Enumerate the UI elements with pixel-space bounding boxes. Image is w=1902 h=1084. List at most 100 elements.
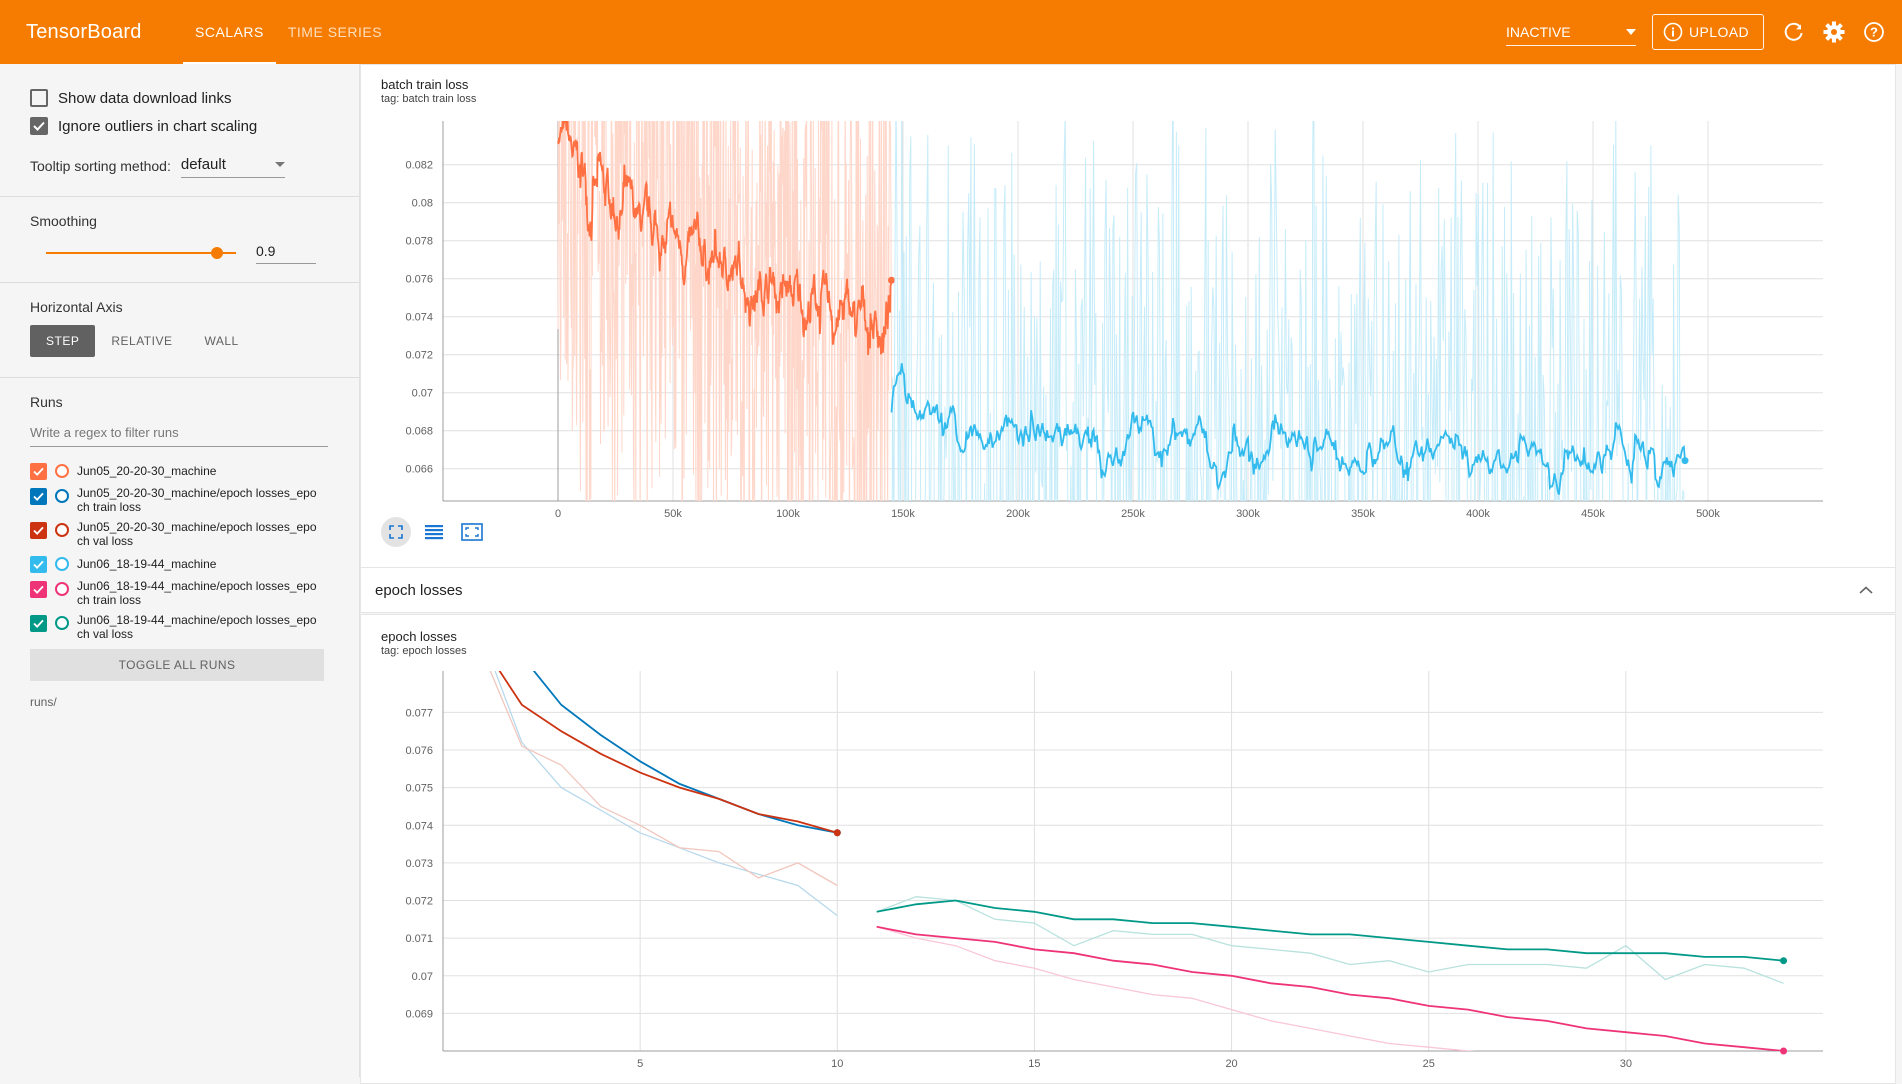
axis-wall-button[interactable]: WALL — [204, 334, 239, 348]
x-tick-label: 50k — [664, 508, 682, 520]
fit-domain-icon[interactable] — [457, 517, 487, 547]
run-item[interactable]: Jun05_20-20-30_machine/epoch losses_epoc… — [30, 486, 329, 514]
run-checkbox[interactable] — [30, 488, 47, 505]
tooltip-sort-value: default — [180, 156, 226, 173]
ignore-outliers-option[interactable]: Ignore outliers in chart scaling — [30, 112, 329, 140]
smoothed-series-line[interactable] — [876, 925, 1784, 1051]
run-filter-input[interactable]: Write a regex to filter runs — [30, 424, 328, 447]
show-download-links-label: Show data download links — [58, 89, 232, 107]
run-item[interactable]: Jun06_18-19-44_machine/epoch losses_epoc… — [30, 613, 329, 641]
run-color-circle[interactable] — [55, 523, 69, 537]
y-tick-label: 0.068 — [405, 426, 433, 438]
x-tick-label: 100k — [776, 508, 800, 520]
chart-card-epoch-losses: epoch losses tag: epoch losses 0.069 0.07… — [360, 614, 1896, 1084]
x-tick-label: 10 — [831, 1058, 843, 1070]
smoothed-series-line[interactable] — [482, 655, 838, 834]
series-end-point[interactable] — [1681, 457, 1689, 465]
smoothed-series-line[interactable] — [557, 106, 893, 356]
x-tick-label: 15 — [1028, 1058, 1040, 1070]
run-checkbox[interactable] — [30, 615, 47, 632]
epoch-losses-chart[interactable]: 0.069 0.07 0.071 0.072 0.073 0.074 0.075 0.076 0… — [361, 655, 1897, 1075]
group-header-epoch-losses[interactable]: epoch losses — [360, 567, 1896, 613]
run-checkbox[interactable] — [30, 581, 47, 598]
chart-title: epoch losses — [381, 629, 457, 644]
toggle-log-scale-icon[interactable] — [419, 517, 449, 547]
y-tick-label: 0.076 — [405, 745, 433, 757]
y-tick-label: 0.08 — [412, 198, 433, 210]
axis-relative-button[interactable]: RELATIVE — [111, 334, 173, 348]
x-tick-label: 25 — [1423, 1058, 1435, 1070]
series-end-point[interactable] — [1780, 957, 1788, 965]
x-tick-label: 500k — [1696, 508, 1720, 520]
tooltip-sort-label: Tooltip sorting method: — [30, 158, 171, 174]
dropdown-arrow-icon — [1626, 29, 1637, 35]
tooltip-sort-select[interactable]: default — [180, 154, 285, 178]
smoothing-slider-thumb[interactable] — [211, 246, 223, 259]
y-tick-label: 0.069 — [405, 1008, 433, 1020]
run-color-circle[interactable] — [55, 582, 69, 596]
run-item[interactable]: Jun05_20-20-30_machine — [30, 461, 329, 480]
run-color-circle[interactable] — [55, 464, 69, 478]
chart-tag: tag: batch train loss — [381, 93, 477, 105]
toggle-all-runs-button[interactable]: TOGGLE ALL RUNS — [30, 649, 324, 681]
smoothing-slider[interactable] — [46, 246, 236, 260]
reload-status-select[interactable]: INACTIVE — [1506, 18, 1637, 46]
dropdown-arrow-icon — [274, 162, 285, 167]
checkbox-checked[interactable] — [30, 117, 48, 135]
smoothing-value-input[interactable]: 0.9 — [256, 241, 316, 264]
x-tick-label: 150k — [891, 508, 915, 520]
check-icon — [33, 560, 44, 569]
upload-button[interactable]: UPLOAD — [1652, 14, 1764, 50]
refresh-icon[interactable] — [1782, 20, 1806, 44]
series-end-point[interactable] — [1780, 1047, 1788, 1055]
gear-icon[interactable] — [1822, 20, 1846, 44]
batch-train-loss-chart[interactable]: 0.066 0.068 0.07 0.072 0.074 0.076 0.078 0.08 0.… — [361, 105, 1897, 545]
series-end-point[interactable] — [888, 276, 895, 284]
y-tick-label: 0.07 — [412, 971, 433, 983]
smoothed-series-line[interactable] — [482, 655, 838, 834]
run-color-circle[interactable] — [55, 616, 69, 630]
axis-step-button[interactable]: STEP — [30, 325, 96, 357]
run-checkbox[interactable] — [30, 522, 47, 539]
runs-label: Runs — [30, 394, 63, 410]
fullscreen-icon[interactable] — [381, 517, 411, 547]
check-icon — [33, 492, 44, 501]
logdir-label: runs/ — [30, 695, 57, 709]
tab-scalars[interactable]: SCALARS — [183, 0, 276, 64]
y-tick-label: 0.075 — [405, 783, 433, 795]
raw-series-line — [876, 896, 1784, 984]
raw-series-line — [557, 121, 892, 501]
info-icon — [1663, 22, 1683, 42]
check-icon — [33, 619, 44, 628]
smoothed-series-line[interactable] — [890, 363, 1686, 495]
check-icon — [33, 121, 45, 131]
y-tick-label: 0.074 — [405, 820, 433, 832]
chevron-up-icon[interactable] — [1859, 586, 1873, 594]
y-tick-label: 0.072 — [405, 350, 433, 362]
run-name: Jun06_18-19-44_machine/epoch losses_epoc… — [77, 613, 317, 641]
runs-section: Runs Write a regex to filter runs Jun05_… — [0, 378, 359, 709]
run-item[interactable]: Jun06_18-19-44_machine — [30, 554, 329, 573]
run-checkbox[interactable] — [30, 463, 47, 480]
run-checkbox[interactable] — [30, 556, 47, 573]
smoothing-section: Smoothing 0.9 — [0, 197, 359, 283]
x-tick-label: 300k — [1236, 508, 1260, 520]
run-color-circle[interactable] — [55, 557, 69, 571]
run-item[interactable]: Jun06_18-19-44_machine/epoch losses_epoc… — [30, 579, 329, 607]
y-tick-label: 0.072 — [405, 896, 433, 908]
status-value: INACTIVE — [1506, 24, 1571, 40]
show-download-links-option[interactable]: Show data download links — [30, 84, 329, 112]
check-icon — [33, 526, 44, 535]
x-tick-label: 400k — [1466, 508, 1490, 520]
run-color-circle[interactable] — [55, 489, 69, 503]
run-list: Jun05_20-20-30_machine Jun05_20-20-30_ma… — [30, 461, 329, 641]
run-name: Jun06_18-19-44_machine/epoch losses_epoc… — [77, 579, 317, 607]
run-item[interactable]: Jun05_20-20-30_machine/epoch losses_epoc… — [30, 520, 329, 548]
smoothed-series-line[interactable] — [876, 899, 1784, 962]
tab-time-series[interactable]: TIME SERIES — [287, 24, 383, 40]
checkbox-unchecked[interactable] — [30, 89, 48, 107]
help-icon[interactable]: ? — [1862, 20, 1886, 44]
series-end-point[interactable] — [833, 829, 841, 837]
smoothing-label: Smoothing — [30, 213, 97, 229]
svg-text:?: ? — [1870, 25, 1878, 40]
